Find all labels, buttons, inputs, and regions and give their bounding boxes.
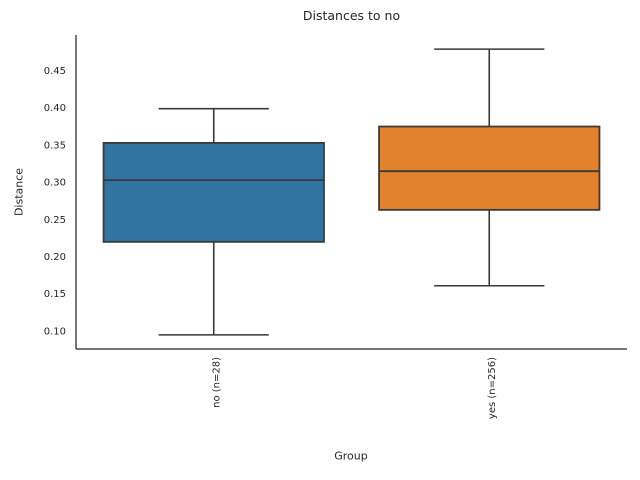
y-tick-label: 0.25 xyxy=(44,215,66,226)
box-no xyxy=(102,141,325,243)
y-tick-label: 0.15 xyxy=(44,289,66,300)
x-tick-label: yes (n=256) xyxy=(487,357,498,419)
x-tick-label: no (n=28) xyxy=(211,357,222,408)
y-axis-label: Distance xyxy=(12,167,26,217)
chart-title: Distances to no xyxy=(302,8,401,23)
box-yes xyxy=(378,125,601,211)
y-tick-label: 0.45 xyxy=(44,66,66,77)
y-tick-label: 0.10 xyxy=(44,326,66,337)
y-tick-label: 0.20 xyxy=(44,252,66,263)
x-axis-label: Group xyxy=(334,449,368,463)
y-tick-label: 0.35 xyxy=(44,140,66,151)
y-tick-label: 0.30 xyxy=(44,178,66,189)
y-tick-label: 0.40 xyxy=(44,103,66,114)
